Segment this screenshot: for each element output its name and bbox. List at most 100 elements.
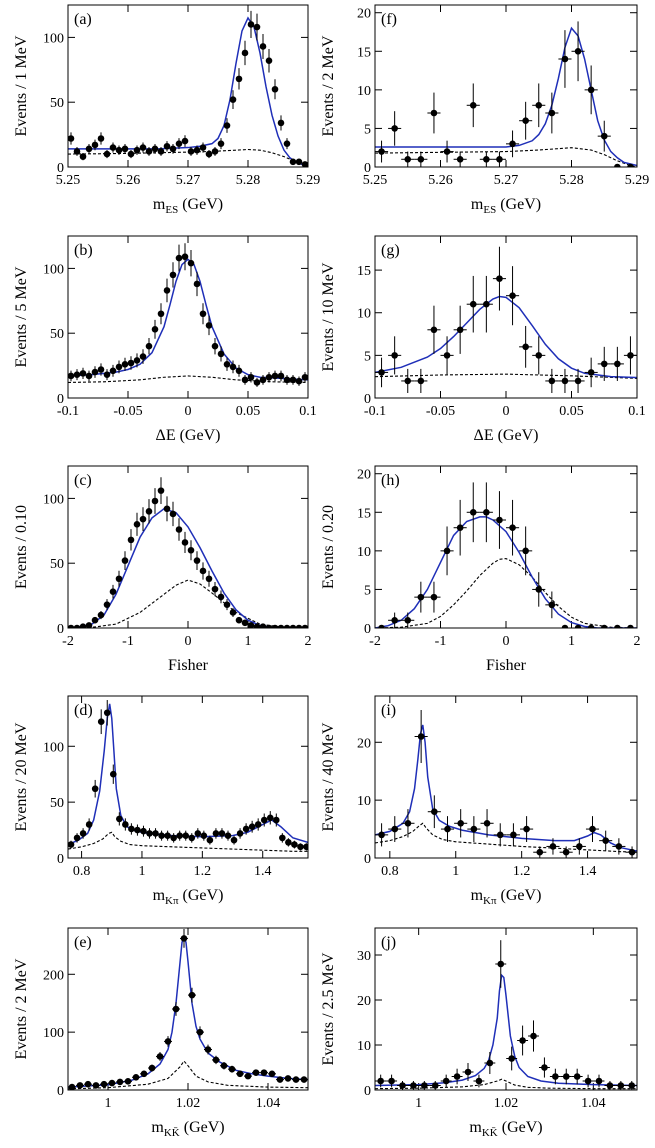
data-point <box>109 764 117 784</box>
data-marker <box>541 1064 548 1071</box>
data-point <box>492 246 506 311</box>
x-tick-label: 1.04 <box>581 1096 606 1111</box>
data-marker <box>271 624 279 628</box>
y-tick-label: 0 <box>57 1084 64 1099</box>
data-marker <box>285 839 292 846</box>
data-marker <box>241 376 249 384</box>
data-point <box>303 843 308 851</box>
data-marker <box>97 135 105 142</box>
data-point <box>276 1076 284 1083</box>
data-marker <box>509 140 516 148</box>
data-point <box>271 624 279 628</box>
data-marker <box>404 377 412 385</box>
data-point <box>91 139 99 151</box>
data-marker <box>85 372 93 380</box>
data-point <box>205 315 213 336</box>
data-marker <box>157 148 165 155</box>
y-tick-label: 15 <box>357 264 371 279</box>
data-point <box>466 83 480 128</box>
data-point <box>492 151 506 167</box>
data-point <box>273 813 280 827</box>
data-point <box>170 833 177 843</box>
data-point <box>164 1036 172 1047</box>
data-marker <box>235 616 243 624</box>
y-tick-label: 0 <box>364 622 371 637</box>
data-point <box>223 599 231 611</box>
data-point <box>593 1074 605 1088</box>
data-marker <box>134 826 141 834</box>
data-point <box>73 146 81 156</box>
data-marker <box>273 816 280 824</box>
data-marker <box>228 1065 236 1073</box>
data-point <box>260 813 268 827</box>
data-point <box>242 823 250 835</box>
data-point <box>108 1079 116 1087</box>
data-point <box>85 622 93 628</box>
data-marker <box>303 843 308 851</box>
data-point <box>549 1068 561 1085</box>
data-marker <box>276 1076 284 1083</box>
data-point <box>388 816 402 843</box>
data-point <box>375 140 389 163</box>
data-point <box>134 824 141 836</box>
data-marker <box>469 300 477 308</box>
data-marker <box>483 300 490 308</box>
data-marker <box>175 140 183 147</box>
data-marker <box>157 487 165 494</box>
y-tick-label: 50 <box>50 96 64 111</box>
data-marker <box>84 1080 92 1088</box>
chart-panel-f: 5.25 5.26 5.27 5.28 5.29 0 5 10 15 20 (f) mES (GeV)… <box>320 4 649 216</box>
data-point <box>584 357 598 388</box>
data-point <box>414 581 428 613</box>
data-point <box>259 375 267 385</box>
data-marker <box>103 150 111 158</box>
data-point <box>528 1020 539 1052</box>
data-point <box>188 987 196 1003</box>
data-marker <box>297 843 304 851</box>
data-marker <box>378 369 385 376</box>
x-tick-label: 0.1 <box>628 404 646 419</box>
data-marker <box>496 155 503 163</box>
data-point <box>479 275 493 333</box>
data-point <box>146 828 153 839</box>
data-point <box>228 1065 236 1073</box>
data-point <box>572 838 586 855</box>
data-point <box>480 809 494 838</box>
data-marker <box>587 369 595 376</box>
data-point <box>181 135 189 147</box>
y-tick-label: 20 <box>357 7 371 22</box>
fit-curve <box>375 26 637 167</box>
data-point <box>133 353 141 368</box>
data-point <box>545 368 559 394</box>
data-marker <box>259 43 267 50</box>
data-point <box>235 68 243 90</box>
x-axis-label: mKπ (GeV) <box>471 887 542 907</box>
data-point <box>127 529 135 551</box>
data-point <box>292 1076 300 1083</box>
data-point <box>440 336 454 375</box>
data-marker <box>548 109 556 117</box>
data-marker <box>614 163 621 167</box>
data-marker <box>443 547 451 555</box>
fit-curve <box>375 973 637 1087</box>
x-tick-label: -0.1 <box>57 404 79 419</box>
x-tick-label: 1 <box>452 864 459 879</box>
data-marker <box>85 622 93 628</box>
data-marker <box>109 144 117 151</box>
data-marker <box>600 624 608 628</box>
data-point <box>241 619 249 627</box>
data-point <box>103 700 111 726</box>
data-point <box>453 151 467 167</box>
data-marker <box>205 322 213 329</box>
data-marker <box>139 144 147 151</box>
data-point <box>604 1081 616 1090</box>
data-marker <box>469 101 477 109</box>
data-marker <box>241 619 249 627</box>
data-marker <box>124 1078 132 1085</box>
data-point <box>473 1074 485 1088</box>
data-point <box>506 823 520 847</box>
data-point <box>76 1082 84 1089</box>
y-tick-label: 5 <box>364 349 371 364</box>
data-marker <box>199 310 207 318</box>
panel-label: (c) <box>74 472 92 489</box>
